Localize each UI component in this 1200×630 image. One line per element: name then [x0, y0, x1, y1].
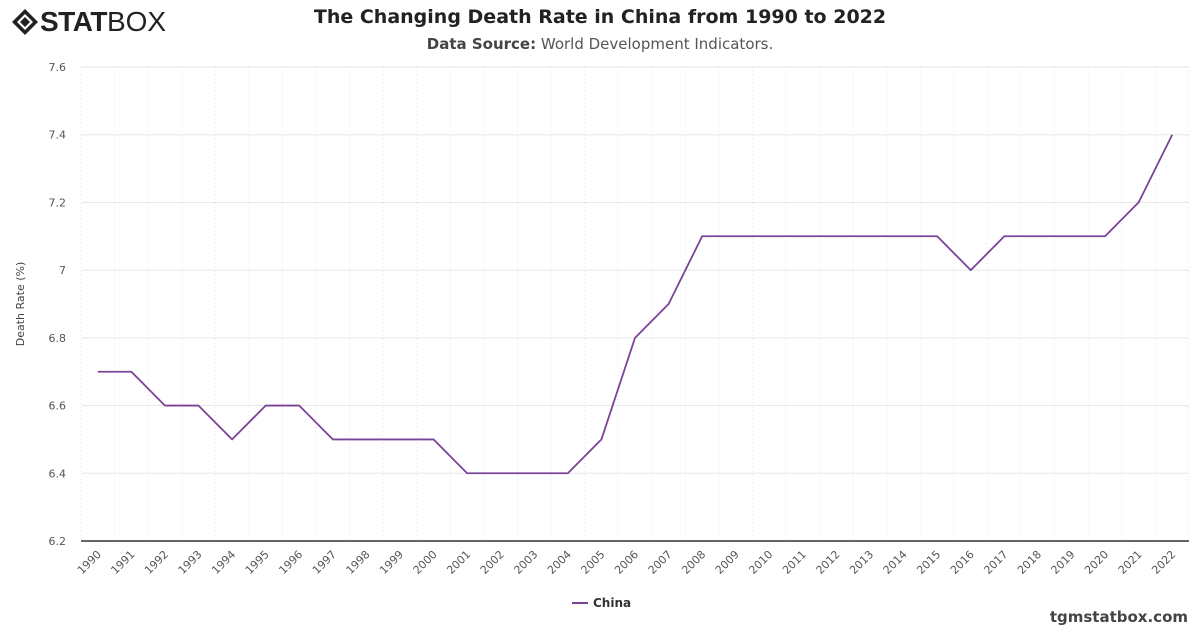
site-credit: tgmstatbox.com: [1049, 608, 1188, 626]
data-point[interactable]: [1170, 133, 1174, 137]
data-point[interactable]: [566, 471, 570, 475]
source-value: World Development Indicators.: [540, 35, 774, 53]
y-tick-label: 6.6: [49, 400, 67, 413]
data-point[interactable]: [667, 302, 671, 306]
data-point[interactable]: [734, 234, 738, 238]
data-point[interactable]: [1002, 234, 1006, 238]
y-tick-label: 7.6: [49, 61, 67, 74]
y-tick-label: 7: [59, 264, 66, 277]
x-tick-label: 2006: [612, 548, 641, 577]
logo-text-bold: STAT: [40, 6, 107, 37]
data-point[interactable]: [398, 437, 402, 441]
x-tick-label: 2004: [545, 548, 574, 577]
x-tick-label: 2007: [646, 548, 675, 577]
series-line-china[interactable]: [97, 134, 1174, 475]
x-tick-label: 2017: [981, 548, 1010, 577]
data-point[interactable]: [163, 404, 167, 408]
x-tick-label: 2022: [1149, 548, 1178, 577]
x-tick-label: 2008: [679, 548, 708, 577]
legend-label: China: [593, 596, 631, 610]
data-point[interactable]: [1137, 200, 1141, 204]
y-tick-label: 7.4: [49, 129, 67, 142]
data-point[interactable]: [633, 336, 637, 340]
data-point[interactable]: [129, 370, 133, 374]
data-point[interactable]: [1069, 234, 1073, 238]
x-tick-label: 2010: [746, 548, 775, 577]
x-tick-label: 2000: [411, 548, 440, 577]
x-tick-label: 2009: [713, 548, 742, 577]
legend-item-china[interactable]: China: [572, 596, 631, 610]
data-point[interactable]: [230, 437, 234, 441]
x-tick-label: 1990: [75, 548, 104, 577]
data-point[interactable]: [432, 437, 436, 441]
chart-subtitle: Data Source: World Development Indicator…: [0, 35, 1200, 53]
source-label: Data Source:: [426, 35, 537, 53]
chart-title: The Changing Death Rate in China from 19…: [313, 6, 887, 28]
x-tick-label: 1994: [209, 548, 238, 577]
data-point[interactable]: [499, 471, 503, 475]
y-axis-label: Death Rate (%): [14, 262, 27, 347]
data-point[interactable]: [1036, 234, 1040, 238]
data-point[interactable]: [364, 437, 368, 441]
data-point[interactable]: [264, 404, 268, 408]
x-tick-label: 2018: [1015, 548, 1044, 577]
x-tick-label: 1992: [142, 548, 171, 577]
data-point[interactable]: [801, 234, 805, 238]
data-point[interactable]: [465, 471, 469, 475]
x-tick-label: 2011: [780, 548, 809, 577]
x-tick-label: 2020: [1082, 548, 1111, 577]
x-tick-label: 2021: [1116, 548, 1145, 577]
y-tick-label: 6.4: [49, 467, 67, 480]
x-tick-label: 1999: [377, 548, 406, 577]
x-tick-label: 1993: [176, 548, 205, 577]
data-point[interactable]: [868, 234, 872, 238]
y-tick-label: 6.8: [49, 332, 67, 345]
x-tick-label: 2015: [914, 548, 943, 577]
x-tick-label: 2001: [444, 548, 473, 577]
logo-text-light: BOX: [106, 6, 167, 37]
data-point[interactable]: [1103, 234, 1107, 238]
x-tick-label: 2003: [511, 548, 540, 577]
data-point[interactable]: [935, 234, 939, 238]
data-point[interactable]: [532, 471, 536, 475]
x-tick-label: 2014: [881, 548, 910, 577]
x-tick-label: 1991: [108, 548, 137, 577]
data-point[interactable]: [96, 370, 100, 374]
data-point[interactable]: [331, 437, 335, 441]
x-tick-label: 2016: [948, 548, 977, 577]
x-tick-label: 2019: [1049, 548, 1078, 577]
diamond-logo-icon: [12, 9, 38, 35]
data-point[interactable]: [297, 404, 301, 408]
data-point[interactable]: [902, 234, 906, 238]
data-point[interactable]: [834, 234, 838, 238]
x-tick-label: 1996: [276, 548, 305, 577]
y-tick-label: 6.2: [49, 535, 67, 548]
data-point[interactable]: [700, 234, 704, 238]
x-tick-label: 1997: [310, 548, 339, 577]
x-tick-label: 2013: [847, 548, 876, 577]
x-tick-label: 1998: [344, 548, 373, 577]
data-point[interactable]: [599, 437, 603, 441]
x-tick-label: 1995: [243, 548, 272, 577]
statbox-logo: STAT BOX: [10, 6, 166, 38]
data-point[interactable]: [767, 234, 771, 238]
data-point[interactable]: [197, 404, 201, 408]
y-tick-label: 7.2: [49, 196, 67, 209]
data-point[interactable]: [969, 268, 973, 272]
x-tick-label: 2005: [579, 548, 608, 577]
x-tick-label: 2012: [814, 548, 843, 577]
x-tick-label: 2002: [478, 548, 507, 577]
